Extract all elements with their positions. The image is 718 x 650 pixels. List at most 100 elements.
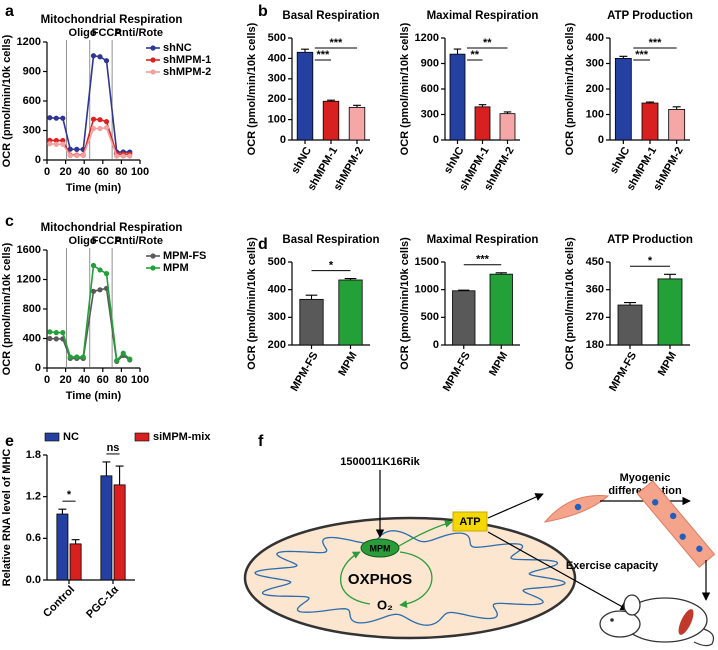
mouse-tail (693, 627, 715, 647)
mouse-muscle (678, 609, 694, 635)
bar (69, 543, 82, 581)
data-point (47, 141, 53, 147)
y-tick-label: 200 (268, 339, 286, 351)
y-tick-label: 300 (586, 57, 604, 69)
bar (474, 106, 491, 141)
x-tick-label: MPM-FS (441, 350, 473, 394)
arrow (487, 531, 629, 611)
atp-box (452, 511, 488, 532)
y-tick-label: 900 (421, 57, 439, 69)
legend-marker (150, 69, 156, 75)
x-tick-label: shNC (608, 145, 633, 176)
data-point (120, 153, 126, 159)
legend-label: siMPM-mix (153, 431, 211, 443)
chart-title: Maximal Respiration (427, 234, 539, 246)
panel-label: a (5, 3, 14, 20)
data-point (120, 350, 126, 356)
y-tick-label: 400 (268, 52, 286, 64)
legend-label: shNC (163, 42, 192, 54)
nucleus (651, 499, 659, 506)
y-axis-label: OCR (pmol/min/10k cells) (399, 22, 411, 155)
nucleus (679, 533, 686, 540)
arrow (487, 493, 544, 519)
error-bar (305, 294, 318, 300)
y-tick-label: 1600 (17, 244, 41, 256)
error-bar (453, 48, 462, 55)
error-bar (301, 48, 309, 53)
legend-swatch (134, 432, 150, 442)
chart-title: Basal Respiration (282, 10, 379, 22)
y-tick-label: 600 (23, 95, 41, 107)
data-point (74, 152, 80, 159)
y-tick-label: 300 (421, 108, 439, 120)
data-point (67, 354, 73, 360)
legend-label: MPM (163, 262, 189, 274)
chart-title: Mitochondrial Respiration (41, 14, 183, 26)
data-point (53, 115, 59, 121)
data-point (47, 115, 53, 121)
y-tick-label: 800 (23, 303, 41, 315)
y-tick-label: 360 (586, 284, 604, 296)
y-axis-label: OCR (pmol/min/10k cells) (564, 237, 576, 370)
y-tick-label: 0 (598, 134, 604, 146)
significance-label: ** (483, 37, 492, 49)
data-point (53, 336, 59, 342)
significance-label: ** (470, 49, 479, 61)
y-tick-label: 1.8 (26, 449, 41, 461)
data-point (97, 267, 103, 273)
y-tick-label: 300 (268, 73, 286, 85)
y-tick-label: 100 (268, 114, 286, 126)
chart-title: Maximal Respiration (427, 10, 539, 22)
data-point (80, 152, 86, 159)
y-tick-label: 400 (268, 284, 286, 296)
mouse (599, 594, 715, 647)
bar (449, 53, 466, 141)
data-point (97, 125, 103, 132)
bar (299, 298, 324, 346)
error-bar (624, 302, 636, 306)
myogenic-label: Myogenic (620, 472, 671, 484)
bar (322, 100, 340, 141)
chart-title: ATP Production (607, 10, 693, 22)
y-tick-label: 0.6 (26, 532, 41, 544)
data-point (90, 262, 97, 269)
x-tick-label: 0 (44, 374, 50, 386)
x-tick-label: 100 (131, 374, 149, 386)
x-tick-label: 100 (131, 166, 149, 178)
injection-label: Oligo (69, 27, 97, 39)
data-point (53, 141, 59, 147)
data-point (90, 116, 97, 122)
bar (668, 109, 686, 141)
y-tick-label: 200 (586, 83, 604, 95)
x-tick-label: MPM-FS (607, 350, 639, 394)
y-tick-label: 900 (23, 65, 41, 77)
data-point (53, 330, 59, 336)
legend-marker (150, 57, 156, 63)
atp-label: ATP (459, 516, 480, 528)
y-tick-label: 400 (586, 32, 604, 44)
y-tick-label: 0 (280, 134, 286, 146)
panel-label: d (258, 236, 268, 253)
y-axis-label: OCR (pmol/min/10k cells) (399, 237, 411, 370)
data-point (67, 146, 73, 152)
data-point (114, 153, 120, 159)
legend-marker (150, 265, 156, 271)
bar (617, 304, 643, 346)
data-point (103, 124, 110, 131)
x-axis-label: Time (min) (66, 182, 122, 194)
chart-title: ATP Production (607, 234, 693, 246)
y-axis-label: Relative RNA level of MHC (1, 449, 13, 587)
data-point (103, 271, 110, 277)
x-tick-label: 20 (59, 166, 71, 178)
x-tick-label: 0 (44, 166, 50, 178)
nucleus (669, 512, 677, 520)
x-tick-label: shNC (442, 145, 467, 176)
bar (296, 51, 314, 141)
y-axis-label: OCR (pmol/min/10k cells) (246, 22, 258, 155)
flow-arrow (399, 551, 433, 608)
bar (338, 279, 363, 346)
inner-membrane (254, 530, 566, 626)
x-tick-label: Control (41, 584, 77, 620)
x-tick-label: 80 (115, 374, 127, 386)
significance-label: * (329, 260, 334, 272)
